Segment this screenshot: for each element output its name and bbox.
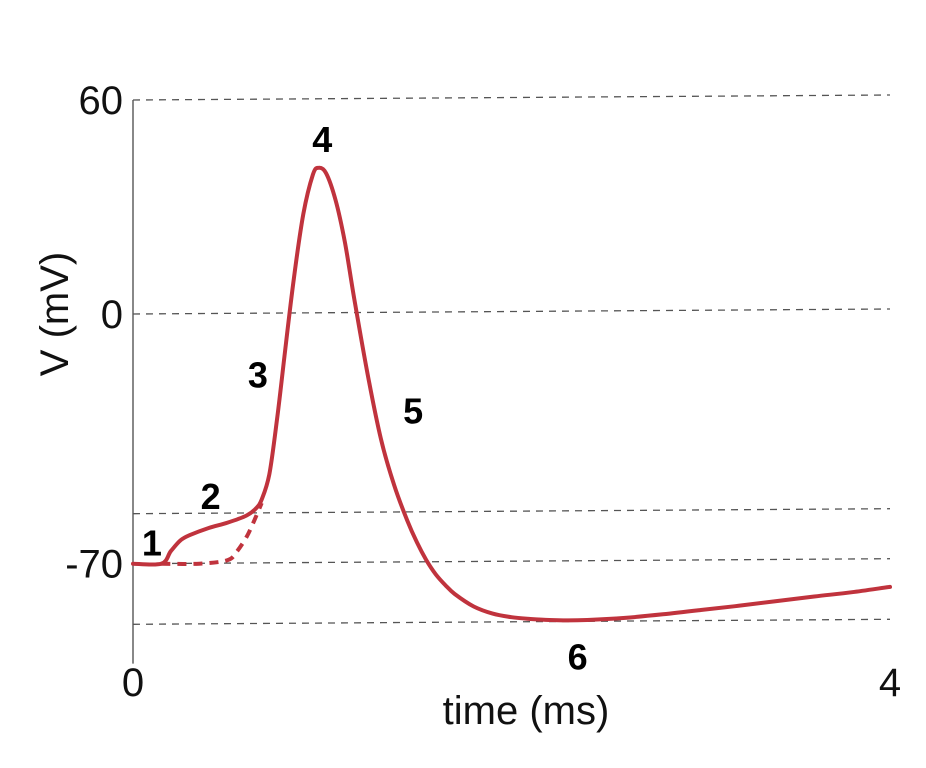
grid-line-3	[132, 558, 891, 565]
x-tick-label: 4	[879, 661, 901, 705]
phase-label-5: 5	[403, 390, 423, 431]
subthreshold-trace-dashed	[161, 502, 264, 566]
phase-label-4: 4	[312, 119, 332, 160]
phase-label-2: 2	[201, 476, 221, 517]
phase-label-6: 6	[568, 636, 588, 677]
tick-labels: 60 0 -70 0 4	[65, 79, 901, 705]
x-axis-title: time (ms)	[443, 689, 610, 733]
grid-lines	[132, 94, 891, 625]
annotations: 12 3 4 5 6	[142, 119, 588, 677]
y-tick-label: 60	[79, 79, 124, 123]
grid-line-1	[132, 308, 891, 315]
series-layer	[131, 165, 892, 623]
phase-label-3: 3	[248, 355, 268, 396]
action-potential-trace	[131, 165, 892, 623]
y-axis-title: V (mV)	[33, 252, 77, 376]
grid-line-2	[132, 508, 891, 515]
grid-line-4	[132, 618, 891, 625]
grid-line-0	[132, 94, 891, 101]
y-tick-label: -70	[65, 543, 123, 587]
x-tick-label: 0	[122, 661, 144, 705]
y-tick-label: 0	[101, 293, 123, 337]
phase-label-1: 1	[142, 522, 162, 563]
